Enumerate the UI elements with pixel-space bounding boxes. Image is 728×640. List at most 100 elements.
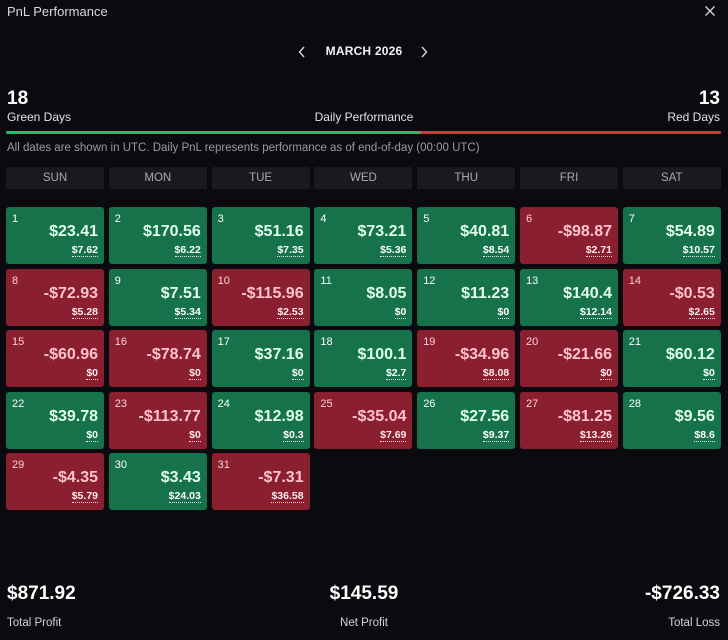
day-pnl: $9.56 xyxy=(674,407,715,425)
day-volume[interactable]: $10.57 xyxy=(682,244,715,257)
day-volume[interactable]: $0 xyxy=(189,367,201,380)
day-volume[interactable]: $0 xyxy=(86,367,98,380)
day-volume[interactable]: $7.35 xyxy=(277,244,304,257)
day-volume[interactable]: $7.62 xyxy=(71,244,98,257)
green-days-count: 18 xyxy=(7,88,29,109)
day-cell-9[interactable]: 9 $7.51 $5.34 xyxy=(108,268,207,326)
day-volume[interactable]: $12.14 xyxy=(579,305,612,319)
day-volume[interactable]: $36.58 xyxy=(271,490,304,503)
weekday-wed: WED xyxy=(314,167,413,189)
day-volume[interactable]: $5.28 xyxy=(71,305,98,319)
day-cell-29[interactable]: 29 -$4.35 $5.79 xyxy=(6,453,104,510)
day-cell-2[interactable]: 2 $170.56 $6.22 xyxy=(108,207,207,264)
close-button[interactable] xyxy=(702,3,718,19)
day-cell-4[interactable]: 4 $73.21 $5.36 xyxy=(314,207,413,264)
day-cell-3[interactable]: 3 $51.16 $7.35 xyxy=(211,207,310,264)
day-cell-5[interactable]: 5 $40.81 $8.54 xyxy=(417,207,516,264)
performance-bar-green-fill xyxy=(6,131,421,134)
day-number: 29 xyxy=(12,459,25,471)
day-volume[interactable]: $0 xyxy=(86,428,98,442)
day-number: 12 xyxy=(423,274,436,287)
day-volume[interactable]: $5.34 xyxy=(174,305,201,319)
day-pnl: $39.78 xyxy=(49,407,98,425)
day-number: 28 xyxy=(628,397,642,410)
day-cell-6[interactable]: 6 -$98.87 $2.71 xyxy=(520,207,618,264)
day-volume[interactable]: $13.26 xyxy=(579,428,612,442)
day-pnl: -$60.96 xyxy=(43,346,98,363)
day-cell-13[interactable]: 13 $140.4 $12.14 xyxy=(520,268,618,326)
chevron-right-icon xyxy=(421,46,428,58)
daily-performance-label: Daily Performance xyxy=(314,110,414,124)
day-number: 22 xyxy=(12,397,25,410)
day-volume[interactable]: $0.3 xyxy=(283,428,304,442)
day-cell-7[interactable]: 7 $54.89 $10.57 xyxy=(622,207,721,264)
day-volume[interactable]: $9.37 xyxy=(482,428,510,442)
day-cell-18[interactable]: 18 $100.1 $2.7 xyxy=(314,330,413,387)
day-pnl: $7.51 xyxy=(160,284,201,302)
day-cell-30[interactable]: 30 $3.43 $24.03 xyxy=(108,453,207,510)
chevron-left-icon xyxy=(298,46,305,58)
day-cell-22[interactable]: 22 $39.78 $0 xyxy=(6,391,104,449)
day-number: 17 xyxy=(217,336,230,348)
day-volume[interactable]: $8.08 xyxy=(482,367,510,380)
day-cell-17[interactable]: 17 $37.16 $0 xyxy=(211,330,310,387)
day-cell-8[interactable]: 8 -$72.93 $5.28 xyxy=(6,268,104,326)
day-cell-27[interactable]: 27 -$81.25 $13.26 xyxy=(520,391,618,449)
day-pnl: $11.23 xyxy=(461,284,510,302)
day-volume[interactable]: $0 xyxy=(189,428,201,442)
day-cell-24[interactable]: 24 $12.98 $0.3 xyxy=(211,391,310,449)
day-volume[interactable]: $7.69 xyxy=(380,428,407,442)
day-number: 6 xyxy=(526,213,533,225)
total-loss-value: -$726.33 xyxy=(644,583,720,604)
day-volume[interactable]: $8.6 xyxy=(694,428,715,442)
day-cell-10[interactable]: 10 -$115.96 $2.53 xyxy=(211,268,310,326)
day-pnl: -$115.96 xyxy=(241,284,304,302)
day-number: 1 xyxy=(12,213,19,225)
net-profit-label: Net Profit xyxy=(340,617,388,629)
day-number: 8 xyxy=(12,274,19,287)
day-cell-28[interactable]: 28 $9.56 $8.6 xyxy=(622,391,721,449)
day-pnl: -$98.87 xyxy=(557,223,612,240)
day-cell-14[interactable]: 14 -$0.53 $2.65 xyxy=(622,268,721,326)
day-cell-12[interactable]: 12 $11.23 $0 xyxy=(417,268,516,326)
day-cell-1[interactable]: 1 $23.41 $7.62 xyxy=(6,207,104,264)
day-volume[interactable]: $5.36 xyxy=(380,244,407,257)
day-cell-19[interactable]: 19 -$34.96 $8.08 xyxy=(417,330,516,387)
red-days-label: Red Days xyxy=(667,110,720,124)
day-volume[interactable]: $0 xyxy=(497,305,510,319)
day-volume[interactable]: $6.22 xyxy=(174,244,201,257)
weekday-thu: THU xyxy=(417,167,516,189)
total-profit-value: $871.92 xyxy=(7,583,76,604)
day-volume[interactable]: $8.54 xyxy=(482,244,510,257)
day-number: 16 xyxy=(114,336,128,348)
day-number: 18 xyxy=(320,336,333,348)
day-number: 2 xyxy=(114,213,121,225)
day-cell-11[interactable]: 11 $8.05 $0 xyxy=(314,268,413,326)
day-volume[interactable]: $2.7 xyxy=(385,367,407,380)
day-cell-21[interactable]: 21 $60.12 $0 xyxy=(622,330,721,387)
day-volume[interactable]: $2.53 xyxy=(277,305,304,319)
day-volume[interactable]: $0 xyxy=(291,367,304,380)
day-cell-31[interactable]: 31 -$7.31 $36.58 xyxy=(211,453,310,510)
day-cell-20[interactable]: 20 -$21.66 $0 xyxy=(520,330,618,387)
next-month-button[interactable] xyxy=(415,42,433,62)
day-pnl: $51.16 xyxy=(254,223,304,240)
day-cell-25[interactable]: 25 -$35.04 $7.69 xyxy=(314,391,413,449)
day-number: 27 xyxy=(526,397,539,410)
day-pnl: -$113.77 xyxy=(138,407,201,425)
previous-month-button[interactable] xyxy=(293,42,311,62)
day-pnl: -$21.66 xyxy=(557,346,612,363)
day-cell-23[interactable]: 23 -$113.77 $0 xyxy=(108,391,207,449)
day-number: 13 xyxy=(526,274,539,287)
day-cell-15[interactable]: 15 -$60.96 $0 xyxy=(6,330,104,387)
day-volume[interactable]: $2.65 xyxy=(688,305,715,319)
day-cell-16[interactable]: 16 -$78.74 $0 xyxy=(108,330,207,387)
day-volume[interactable]: $0 xyxy=(600,367,612,380)
day-volume[interactable]: $2.71 xyxy=(585,244,612,257)
day-volume[interactable]: $0 xyxy=(394,305,407,319)
day-volume[interactable]: $24.03 xyxy=(168,490,201,503)
day-volume[interactable]: $5.79 xyxy=(71,490,98,503)
day-volume[interactable]: $0 xyxy=(703,367,715,380)
day-cell-26[interactable]: 26 $27.56 $9.37 xyxy=(417,391,516,449)
day-pnl: $40.81 xyxy=(460,223,510,240)
